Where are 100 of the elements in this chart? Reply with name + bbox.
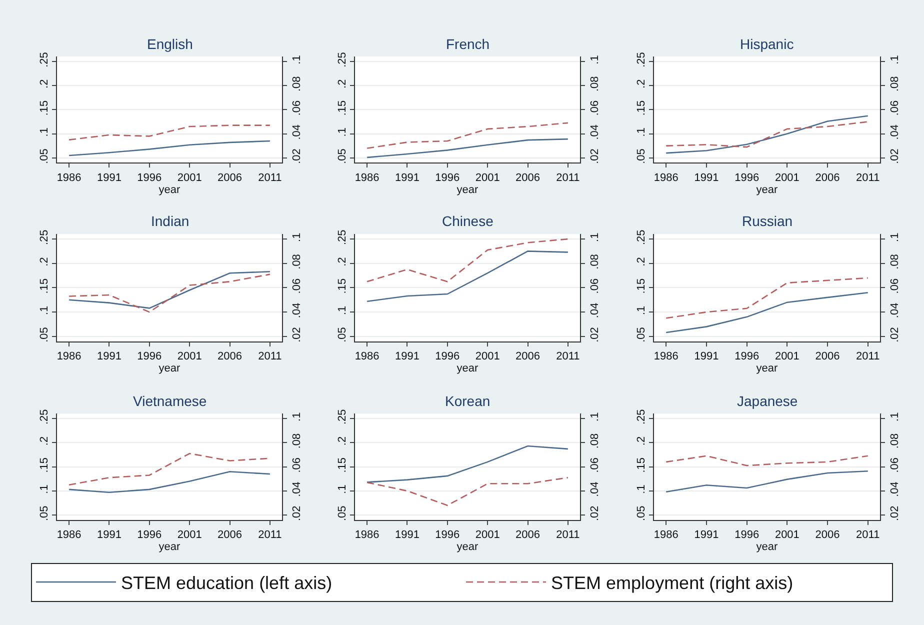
- y2-tick-label: .06: [291, 100, 304, 116]
- y-tick-label: .15: [38, 278, 51, 294]
- x-axis-title: year: [158, 362, 181, 374]
- x-tick-label: 1996: [435, 172, 460, 184]
- line-series: [665, 455, 869, 466]
- y2-tick-label: .02: [291, 327, 304, 342]
- y-tick-label: .05: [38, 506, 51, 522]
- chart-title: Russian: [742, 213, 793, 229]
- x-tick-label: 2001: [475, 350, 500, 362]
- y-tick-label: .1: [636, 128, 648, 137]
- y-tick-label: .15: [636, 457, 648, 473]
- y-tick-label: .25: [636, 230, 648, 246]
- x-tick-label: 1991: [394, 529, 420, 542]
- legend-label: STEM employment (right axis): [551, 573, 794, 594]
- chart-title: Vietnamese: [133, 393, 207, 409]
- y2-tick-label: .02: [589, 506, 602, 522]
- x-axis-title: year: [756, 184, 778, 196]
- x-axis-title: year: [456, 184, 479, 196]
- x-axis-title: year: [456, 541, 479, 554]
- chart-title: English: [147, 36, 193, 52]
- line-series: [665, 292, 869, 334]
- x-tick-label: 2011: [556, 172, 580, 184]
- y-tick-label: .15: [636, 100, 648, 116]
- y-tick-label: .25: [38, 409, 51, 425]
- y2-tick-label: .06: [889, 278, 902, 294]
- x-tick-label: 1996: [435, 529, 460, 542]
- x-tick-label: 2006: [516, 172, 540, 184]
- y-tick-label: .15: [38, 100, 51, 116]
- y2-tick-label: .06: [291, 278, 304, 294]
- chart-title: Indian: [151, 213, 190, 229]
- x-tick-label: 1991: [96, 350, 122, 362]
- chart-title: Japanese: [737, 393, 798, 409]
- y-tick-label: .15: [636, 278, 648, 294]
- x-tick-label: 1986: [56, 529, 82, 542]
- x-tick-label: 1991: [694, 529, 719, 542]
- y-tick-label: .2: [636, 257, 648, 266]
- y-tick-label: .15: [336, 278, 349, 294]
- y2-tick-label: .1: [889, 412, 902, 422]
- y2-tick-label: .1: [589, 55, 602, 64]
- x-tick-label: 1986: [354, 172, 380, 184]
- line-series: [68, 470, 271, 493]
- x-tick-label: 1996: [734, 350, 760, 362]
- y-tick-label: .25: [336, 230, 349, 246]
- x-tick-label: 2006: [516, 350, 540, 362]
- y-tick-label: .2: [38, 79, 51, 88]
- x-tick-label: 2006: [218, 529, 242, 542]
- y2-tick-label: .04: [589, 124, 602, 140]
- x-tick-label: 1996: [137, 350, 162, 362]
- line-series: [665, 121, 869, 148]
- chart-title: French: [446, 36, 490, 52]
- line-series: [665, 115, 869, 154]
- x-tick-label: 1991: [694, 172, 719, 184]
- x-tick-label: 1986: [654, 350, 678, 362]
- chart-title: Hispanic: [740, 36, 794, 52]
- line-series: [366, 250, 569, 302]
- x-axis-title: year: [756, 362, 778, 374]
- y-tick-label: .2: [38, 436, 51, 446]
- x-axis-title: year: [158, 184, 181, 196]
- y-tick-label: .05: [636, 506, 648, 522]
- y2-tick-label: .02: [889, 148, 902, 164]
- y2-tick-label: .06: [889, 100, 902, 116]
- y-tick-label: .1: [336, 128, 349, 137]
- y-tick-label: .1: [636, 484, 648, 494]
- y2-tick-label: .1: [291, 232, 304, 242]
- y2-tick-label: .04: [889, 124, 902, 140]
- y2-tick-label: .02: [589, 148, 602, 164]
- line-series: [366, 445, 569, 483]
- x-tick-label: 1991: [96, 172, 122, 184]
- x-tick-label: 2006: [815, 350, 840, 362]
- y-tick-label: .2: [336, 436, 349, 446]
- y2-tick-label: .06: [589, 457, 602, 473]
- y-tick-label: .15: [336, 457, 349, 473]
- x-tick-label: 1986: [354, 350, 380, 362]
- x-tick-label: 1991: [96, 529, 122, 542]
- y2-tick-label: .08: [889, 254, 902, 270]
- y2-tick-label: .04: [889, 302, 902, 318]
- x-tick-label: 2011: [556, 350, 580, 362]
- x-tick-label: 1986: [354, 529, 380, 542]
- y-tick-label: .1: [336, 484, 349, 494]
- x-axis-title: year: [158, 541, 181, 554]
- y-tick-label: .15: [336, 100, 349, 116]
- x-tick-label: 2001: [177, 172, 202, 184]
- line-series: [366, 238, 569, 282]
- y2-tick-label: .02: [889, 327, 902, 342]
- y2-tick-label: .02: [889, 506, 902, 522]
- y-tick-label: .05: [636, 148, 648, 164]
- x-tick-label: 2011: [856, 529, 880, 542]
- y2-tick-label: .04: [291, 482, 304, 497]
- x-axis-title: year: [756, 541, 778, 554]
- x-tick-label: 2011: [856, 172, 880, 184]
- y2-tick-label: .02: [291, 506, 304, 522]
- y2-tick-label: .1: [291, 412, 304, 422]
- y2-tick-label: .02: [589, 327, 602, 342]
- y2-tick-label: .06: [589, 100, 602, 116]
- y2-tick-label: .06: [889, 457, 902, 473]
- y2-tick-label: .02: [291, 148, 304, 164]
- x-tick-label: 2001: [475, 172, 500, 184]
- x-axis-title: year: [456, 362, 479, 374]
- y2-tick-label: .1: [291, 55, 304, 64]
- y-tick-label: .25: [636, 409, 648, 425]
